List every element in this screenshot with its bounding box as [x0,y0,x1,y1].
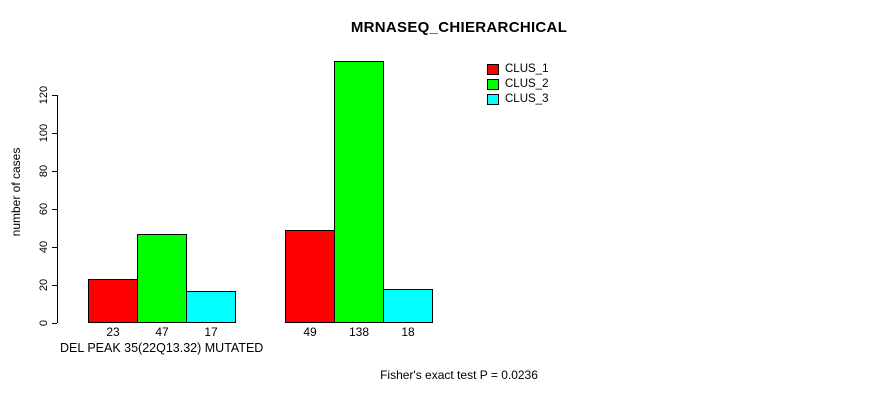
bar-clus_2-group1 [137,234,187,323]
y-tick-label: 20 [38,278,50,292]
bar-value-label-clus_3-group2: 18 [401,325,415,339]
bar-clus_1-group1 [88,279,138,323]
y-tick-mark [52,171,57,172]
bar-value-label-clus_1-group1: 23 [106,325,120,339]
legend-item-clus_2: CLUS_2 [487,77,548,91]
bar-value-label-clus_1-group2: 49 [303,325,317,339]
y-axis-label: number of cases [9,147,23,237]
y-tick-mark [52,209,57,210]
y-tick-label: 100 [38,123,50,143]
y-tick-mark [52,95,57,96]
bar-clus_2-group2 [334,61,384,323]
legend-swatch-clus_2 [487,78,499,90]
fisher-test-annotation: Fisher's exact test P = 0.0236 [380,368,538,382]
y-tick-label: 120 [38,85,50,105]
legend-swatch-clus_1 [487,63,499,75]
bar-value-label-clus_2-group1: 47 [155,325,169,339]
legend-item-clus_1: CLUS_1 [487,62,548,76]
legend-label-clus_3: CLUS_3 [505,93,549,105]
y-tick-mark [52,133,57,134]
bar-value-label-clus_3-group1: 17 [204,325,218,339]
legend-item-clus_3: CLUS_3 [487,92,548,106]
y-axis-line [57,95,58,323]
y-tick-mark [52,247,57,248]
y-tick-label: 40 [38,240,50,254]
legend-swatch-clus_3 [487,93,499,105]
y-tick-label: 60 [38,202,50,216]
legend-label-clus_2: CLUS_2 [505,78,549,90]
legend: CLUS_1 CLUS_2 CLUS_3 [487,62,548,107]
y-tick-label: 0 [38,319,50,327]
legend-label-clus_1: CLUS_1 [505,63,549,75]
bar-clus_3-group1 [186,291,236,323]
chart-title: MRNASEQ_CHIERARCHICAL [350,19,568,36]
bar-clus_3-group2 [383,289,433,323]
y-tick-mark [52,285,57,286]
x-axis-label: DEL PEAK 35(22Q13.32) MUTATED [60,341,264,355]
bar-clus_1-group2 [285,230,335,323]
bar-value-label-clus_2-group2: 138 [348,325,370,339]
y-tick-label: 80 [38,164,50,178]
y-tick-mark [52,323,57,324]
